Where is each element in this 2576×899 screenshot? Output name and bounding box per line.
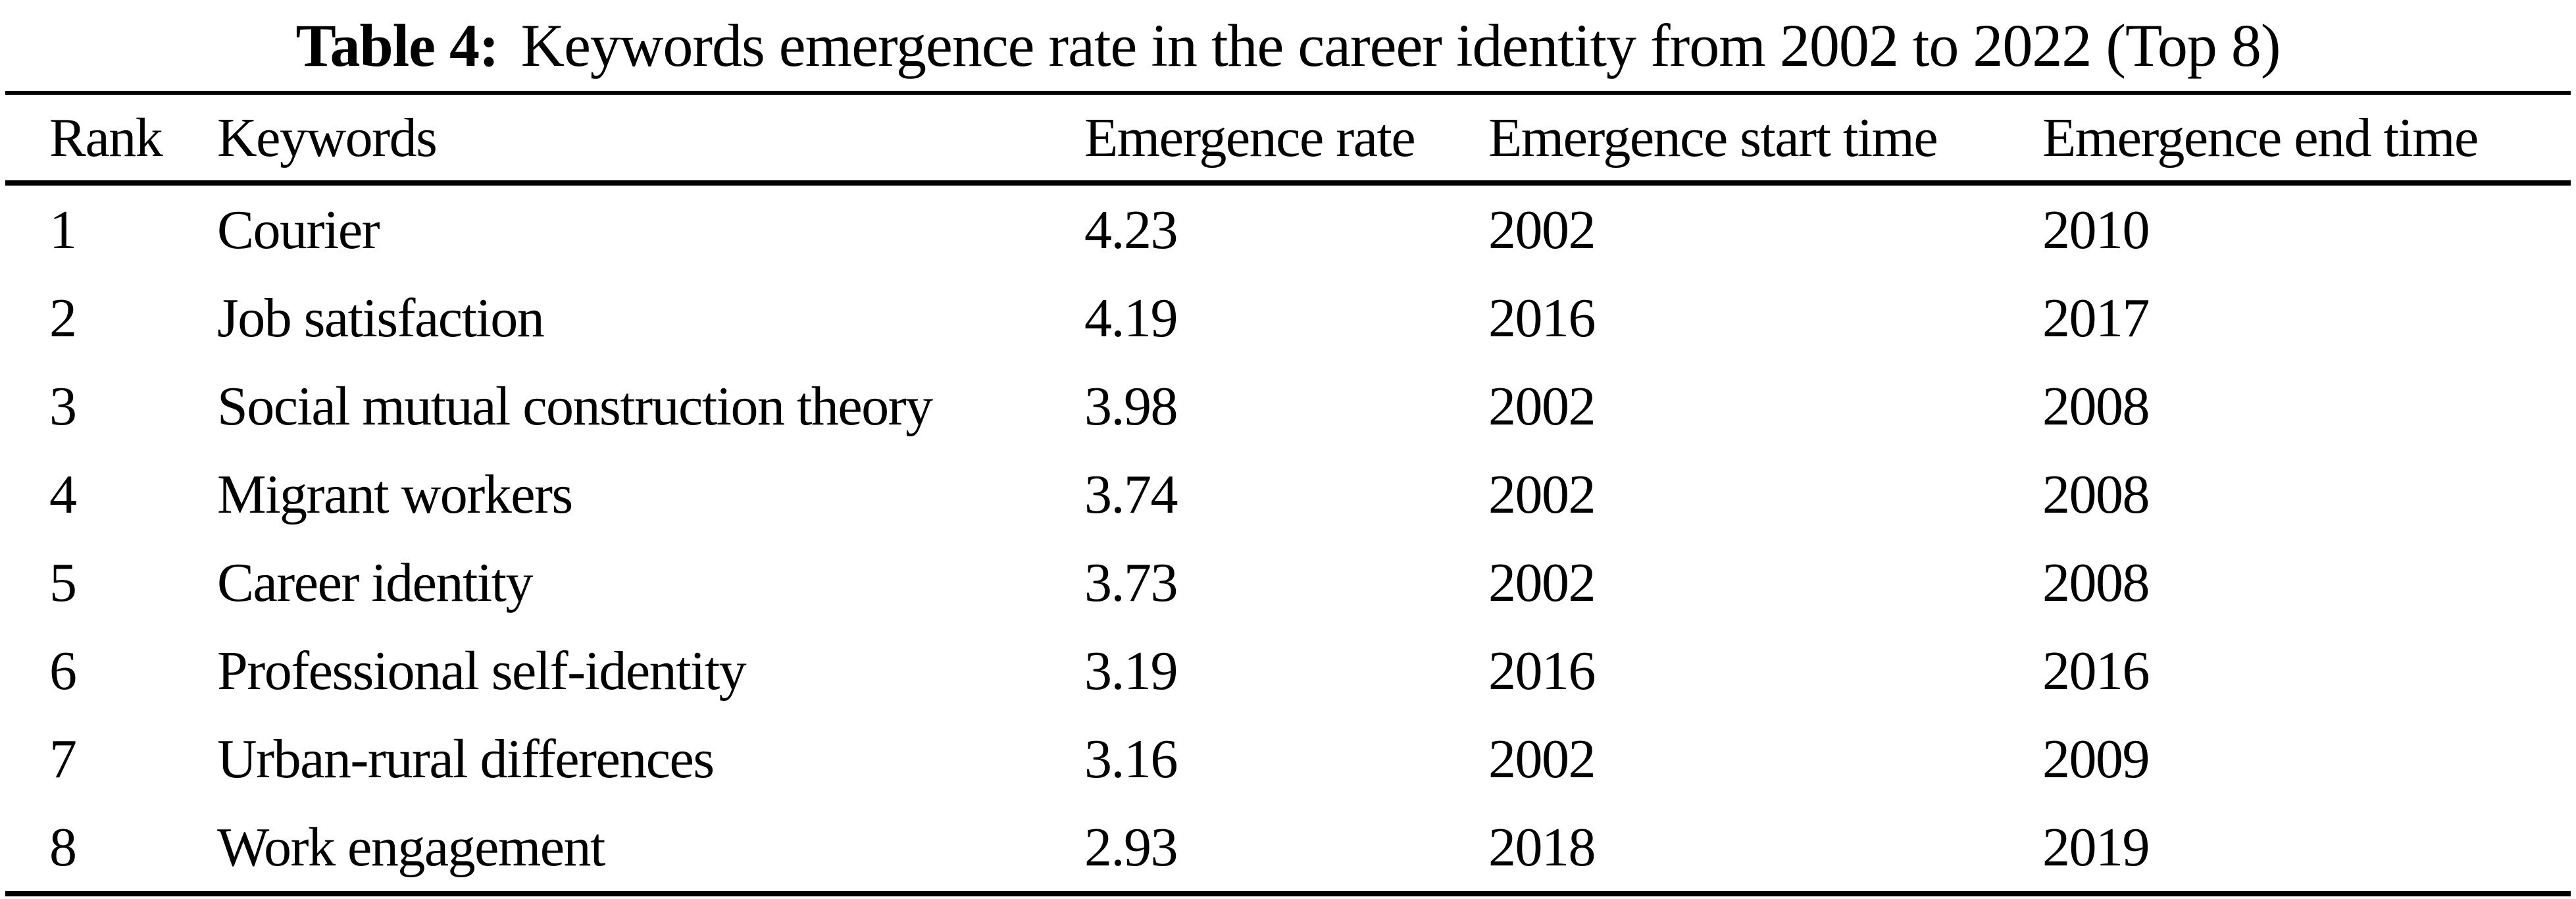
- rate-cell: 2.93: [1084, 816, 1178, 878]
- table-caption: Table 4: Keywords emergence rate in the …: [0, 0, 2576, 91]
- rank-cell: 5: [49, 552, 77, 613]
- table-row: 4 Migrant workers 3.74 2002 2008: [5, 450, 2571, 538]
- end-time-cell: 2008: [2042, 375, 2150, 437]
- rank-cell: 4: [49, 463, 77, 525]
- rate-cell: 3.16: [1084, 728, 1178, 790]
- rate-cell: 4.23: [1084, 199, 1178, 261]
- header-emergence-rate: Emergence rate: [1084, 93, 1488, 186]
- rank-cell: 8: [49, 816, 77, 878]
- start-time-cell: 2016: [1488, 287, 1596, 349]
- rank-cell: 3: [49, 375, 77, 437]
- start-time-cell: 2016: [1488, 640, 1596, 702]
- rank-cell: 1: [49, 199, 77, 261]
- table-header-row: Rank Keywords Emergence rate Emergence s…: [5, 93, 2571, 186]
- rate-cell: 3.19: [1084, 640, 1178, 702]
- rate-cell: 3.98: [1084, 375, 1178, 437]
- start-time-cell: 2018: [1488, 816, 1596, 878]
- start-time-cell: 2002: [1488, 552, 1596, 613]
- start-time-cell: 2002: [1488, 375, 1596, 437]
- keyword-cell: Work engagement: [217, 816, 605, 878]
- rate-cell: 4.19: [1084, 287, 1178, 349]
- caption-text: Keywords emergence rate in the career id…: [520, 12, 2281, 79]
- keyword-cell: Migrant workers: [217, 463, 573, 525]
- end-time-cell: 2017: [2042, 287, 2150, 349]
- end-time-cell: 2008: [2042, 463, 2150, 525]
- table-row: 3 Social mutual construction theory 3.98…: [5, 362, 2571, 450]
- rate-cell: 3.74: [1084, 463, 1178, 525]
- table-row: 7 Urban-rural differences 3.16 2002 2009: [5, 715, 2571, 803]
- keyword-cell: Professional self-identity: [217, 640, 747, 702]
- keyword-cell: Job satisfaction: [217, 287, 545, 349]
- header-emergence-start-time: Emergence start time: [1488, 93, 2042, 186]
- table-row: 1 Courier 4.23 2002 2010: [5, 183, 2571, 274]
- rank-cell: 7: [49, 728, 77, 790]
- start-time-cell: 2002: [1488, 463, 1596, 525]
- rank-cell: 6: [49, 640, 77, 702]
- rate-cell: 3.73: [1084, 552, 1178, 613]
- end-time-cell: 2010: [2042, 199, 2150, 261]
- table-row: 8 Work engagement 2.93 2018 2019: [5, 803, 2571, 894]
- start-time-cell: 2002: [1488, 728, 1596, 790]
- keyword-cell: Career identity: [217, 552, 533, 613]
- caption-label: Table 4:: [295, 12, 499, 79]
- end-time-cell: 2009: [2042, 728, 2150, 790]
- keywords-emergence-table: Rank Keywords Emergence rate Emergence s…: [5, 91, 2571, 896]
- start-time-cell: 2002: [1488, 199, 1596, 261]
- header-emergence-end-time: Emergence end time: [2042, 93, 2571, 186]
- table-row: 2 Job satisfaction 4.19 2016 2017: [5, 274, 2571, 362]
- keyword-cell: Urban-rural differences: [217, 728, 715, 790]
- rank-cell: 2: [49, 287, 77, 349]
- keyword-cell: Courier: [217, 199, 380, 261]
- table-row: 6 Professional self-identity 3.19 2016 2…: [5, 627, 2571, 715]
- end-time-cell: 2008: [2042, 552, 2150, 613]
- table-row: 5 Career identity 3.73 2002 2008: [5, 538, 2571, 627]
- keyword-cell: Social mutual construction theory: [217, 375, 933, 437]
- end-time-cell: 2019: [2042, 816, 2150, 878]
- header-keywords: Keywords: [217, 93, 1084, 186]
- end-time-cell: 2016: [2042, 640, 2150, 702]
- header-rank: Rank: [5, 93, 217, 186]
